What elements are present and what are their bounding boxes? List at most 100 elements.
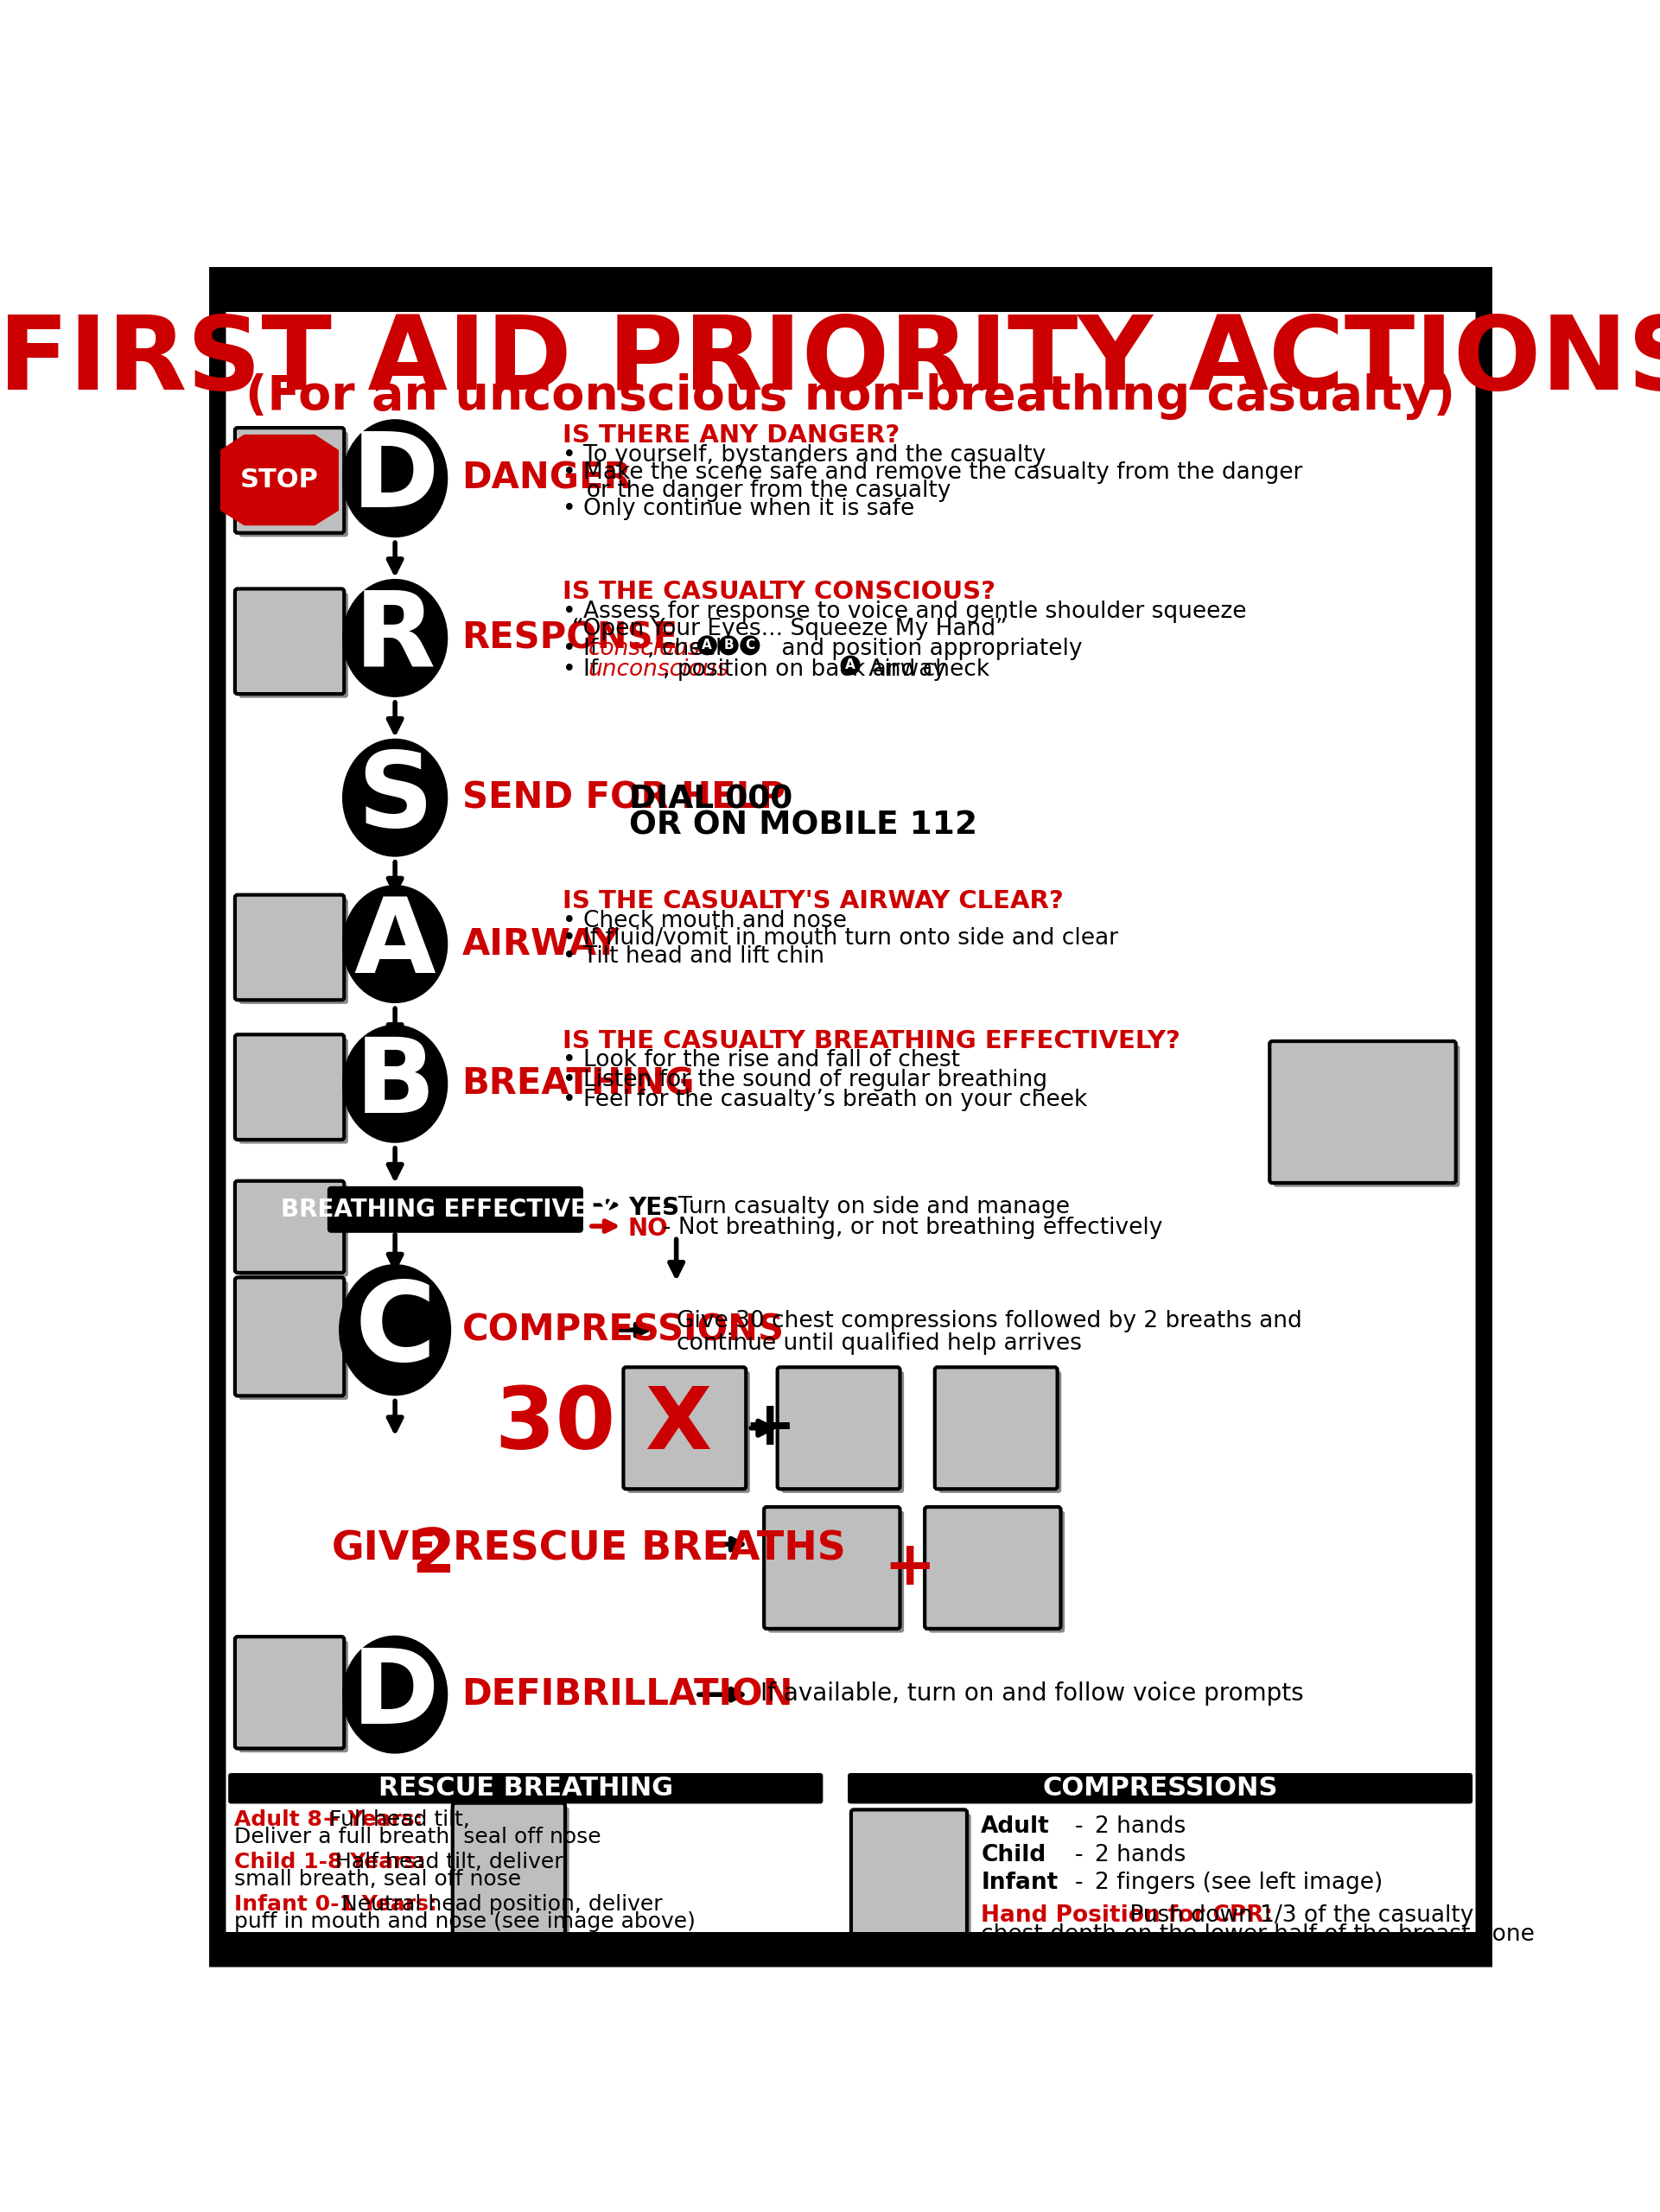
FancyBboxPatch shape: [1270, 1042, 1456, 1183]
Text: “Open Your Eyes... Squeeze My Hand”: “Open Your Eyes... Squeeze My Hand”: [571, 617, 1008, 641]
Text: IS THERE ANY DANGER?: IS THERE ANY DANGER?: [563, 425, 900, 449]
Text: D: D: [352, 427, 438, 529]
Text: Airway: Airway: [862, 657, 946, 681]
Text: A: A: [354, 894, 437, 995]
Text: -: -: [1074, 1871, 1082, 1893]
Text: , position on back and check: , position on back and check: [662, 657, 998, 681]
Text: IS THE CASUALTY'S AIRWAY CLEAR?: IS THE CASUALTY'S AIRWAY CLEAR?: [563, 889, 1064, 914]
Ellipse shape: [342, 420, 447, 538]
Ellipse shape: [342, 580, 447, 697]
Circle shape: [740, 637, 759, 655]
Text: • To yourself, bystanders and the casualty: • To yourself, bystanders and the casual…: [563, 445, 1046, 467]
Text: 30 X: 30 X: [495, 1382, 712, 1467]
Text: continue until qualified help arrives: continue until qualified help arrives: [676, 1332, 1081, 1354]
Polygon shape: [221, 436, 339, 524]
FancyBboxPatch shape: [848, 1774, 1472, 1803]
Ellipse shape: [342, 739, 447, 856]
FancyBboxPatch shape: [239, 1186, 349, 1276]
Ellipse shape: [339, 1265, 450, 1396]
Text: DANGER: DANGER: [461, 460, 632, 495]
Text: • Listen for the sound of regular breathing: • Listen for the sound of regular breath…: [563, 1068, 1047, 1093]
Text: C: C: [745, 639, 755, 653]
FancyBboxPatch shape: [239, 593, 349, 699]
Text: GIVE: GIVE: [332, 1528, 437, 1568]
Text: • Feel for the casualty’s breath on your cheek: • Feel for the casualty’s breath on your…: [563, 1088, 1087, 1113]
FancyBboxPatch shape: [782, 1371, 905, 1493]
Text: FIRST AID PRIORITY ACTIONS: FIRST AID PRIORITY ACTIONS: [0, 310, 1660, 411]
Text: Push down 1/3 of the casualty’s: Push down 1/3 of the casualty’s: [1122, 1905, 1492, 1927]
FancyBboxPatch shape: [236, 1637, 344, 1747]
Text: RESCUE BREATHS: RESCUE BREATHS: [440, 1528, 847, 1568]
FancyBboxPatch shape: [239, 1641, 349, 1752]
FancyBboxPatch shape: [229, 1774, 823, 1803]
Text: Adult: Adult: [981, 1816, 1049, 1838]
Text: COMPRESSIONS: COMPRESSIONS: [1042, 1776, 1278, 1801]
FancyBboxPatch shape: [219, 1931, 1482, 1960]
FancyBboxPatch shape: [769, 1511, 905, 1632]
Text: NO: NO: [627, 1217, 669, 1241]
Text: D: D: [352, 1644, 438, 1745]
Text: Deliver a full breath, seal off nose: Deliver a full breath, seal off nose: [234, 1827, 601, 1847]
FancyBboxPatch shape: [1273, 1046, 1459, 1188]
Text: 2 hands: 2 hands: [1096, 1816, 1185, 1838]
Text: AIRWAY: AIRWAY: [461, 927, 619, 962]
Text: RESCUE BREATHING: RESCUE BREATHING: [378, 1776, 672, 1801]
Circle shape: [842, 657, 860, 675]
FancyBboxPatch shape: [855, 1814, 971, 1949]
Text: C: C: [355, 1276, 435, 1385]
FancyBboxPatch shape: [236, 427, 344, 533]
Text: YES: YES: [627, 1194, 679, 1219]
Text: A: A: [702, 639, 712, 653]
FancyBboxPatch shape: [624, 1367, 745, 1489]
FancyBboxPatch shape: [777, 1367, 900, 1489]
Text: COMPRESSIONS: COMPRESSIONS: [461, 1312, 784, 1347]
Text: unconscious: unconscious: [588, 657, 729, 681]
Text: and position appropriately: and position appropriately: [774, 637, 1082, 661]
FancyBboxPatch shape: [852, 1809, 966, 1944]
FancyBboxPatch shape: [236, 1035, 344, 1139]
Text: or the danger from the casualty: or the danger from the casualty: [571, 480, 951, 502]
Text: +: +: [744, 1398, 797, 1458]
Text: • If: • If: [563, 657, 606, 681]
Text: 680L: 680L: [1260, 1938, 1298, 1953]
Text: • Make the scene safe and remove the casualty from the danger: • Make the scene safe and remove the cas…: [563, 462, 1303, 484]
FancyBboxPatch shape: [217, 276, 1484, 1958]
Text: - Not breathing, or not breathing effectively: - Not breathing, or not breathing effect…: [662, 1217, 1162, 1239]
Text: - Turn casualty on side and manage: - Turn casualty on side and manage: [662, 1194, 1071, 1219]
FancyBboxPatch shape: [239, 1040, 349, 1144]
FancyBboxPatch shape: [930, 1511, 1064, 1632]
Text: BREATHING: BREATHING: [461, 1066, 696, 1102]
FancyBboxPatch shape: [236, 1181, 344, 1272]
Circle shape: [719, 637, 739, 655]
FancyBboxPatch shape: [236, 896, 344, 1000]
FancyBboxPatch shape: [935, 1367, 1057, 1489]
Text: UNIFORM SAFETY SIGNS: UNIFORM SAFETY SIGNS: [581, 1938, 770, 1953]
Text: +: +: [883, 1537, 936, 1597]
Text: B: B: [724, 639, 734, 653]
Text: 2: 2: [412, 1526, 455, 1586]
Text: Child: Child: [981, 1843, 1046, 1867]
Text: BREATHING EFFECTIVELY?: BREATHING EFFECTIVELY?: [281, 1197, 629, 1221]
Text: Infant 0-1 Years:: Infant 0-1 Years:: [234, 1893, 437, 1916]
Text: -: -: [1074, 1816, 1082, 1838]
Text: Give 30 chest compressions followed by 2 breaths and: Give 30 chest compressions followed by 2…: [676, 1310, 1301, 1332]
Text: OR ON MOBILE 112: OR ON MOBILE 112: [629, 810, 978, 841]
FancyBboxPatch shape: [453, 1803, 564, 1949]
FancyBboxPatch shape: [627, 1371, 750, 1493]
Text: DEFIBRILLATION: DEFIBRILLATION: [461, 1677, 793, 1712]
Text: S: S: [357, 748, 433, 847]
Text: DIAL 000: DIAL 000: [629, 785, 793, 816]
Text: A: A: [845, 659, 855, 672]
Text: 2 fingers (see left image): 2 fingers (see left image): [1096, 1871, 1383, 1893]
FancyBboxPatch shape: [239, 1281, 349, 1400]
Ellipse shape: [342, 885, 447, 1002]
Text: • Check mouth and nose: • Check mouth and nose: [563, 909, 847, 931]
FancyBboxPatch shape: [236, 1276, 344, 1396]
Ellipse shape: [342, 1637, 447, 1754]
FancyBboxPatch shape: [236, 588, 344, 695]
Text: small breath, seal off nose: small breath, seal off nose: [234, 1869, 521, 1889]
Text: • Look for the rise and fall of chest: • Look for the rise and fall of chest: [563, 1048, 959, 1071]
Text: puff in mouth and nose (see image above): puff in mouth and nose (see image above): [234, 1911, 696, 1933]
Text: IS THE CASUALTY BREATHING EFFECTIVELY?: IS THE CASUALTY BREATHING EFFECTIVELY?: [563, 1029, 1180, 1053]
FancyBboxPatch shape: [940, 1371, 1061, 1493]
